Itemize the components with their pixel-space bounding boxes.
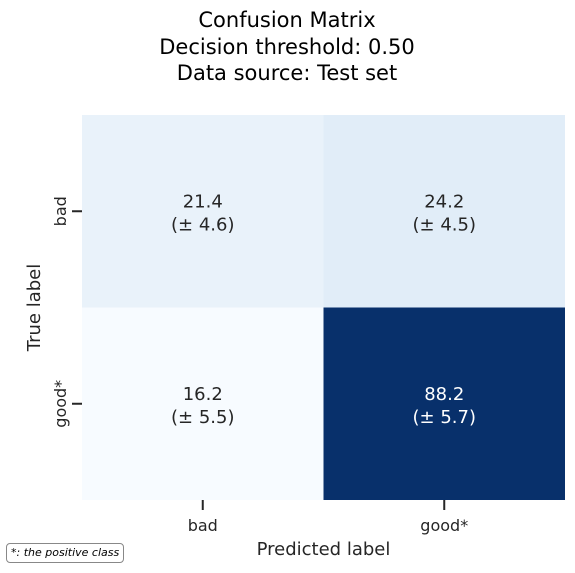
x-tick-label: good* (420, 516, 468, 535)
cell-value-label: 21.4 (183, 191, 223, 212)
footnote-legend: *: the positive class (6, 543, 125, 563)
chart-title-line: Data source: Test set (177, 61, 397, 85)
heatmap-cell (82, 115, 324, 308)
heatmap-cell (323, 307, 565, 500)
x-axis-label: Predicted label (257, 539, 391, 560)
y-tick-label: good* (51, 380, 70, 428)
cell-std-label: (± 4.6) (171, 214, 234, 235)
cell-std-label: (± 4.5) (413, 214, 476, 235)
heatmap-cell (82, 307, 324, 500)
cell-value-label: 16.2 (183, 384, 223, 405)
cell-std-label: (± 5.7) (413, 407, 476, 428)
y-axis-label: True label (24, 264, 45, 353)
chart-title-line: Decision threshold: 0.50 (159, 35, 415, 59)
y-tick-label: bad (51, 196, 70, 226)
x-tick-label: bad (188, 516, 218, 535)
chart-title-line: Confusion Matrix (198, 8, 375, 32)
cell-value-label: 24.2 (424, 191, 464, 212)
heatmap-cell (323, 115, 565, 308)
cell-std-label: (± 5.5) (171, 407, 234, 428)
cell-value-label: 88.2 (424, 384, 464, 405)
footnote-text: *: the positive class (11, 546, 120, 559)
